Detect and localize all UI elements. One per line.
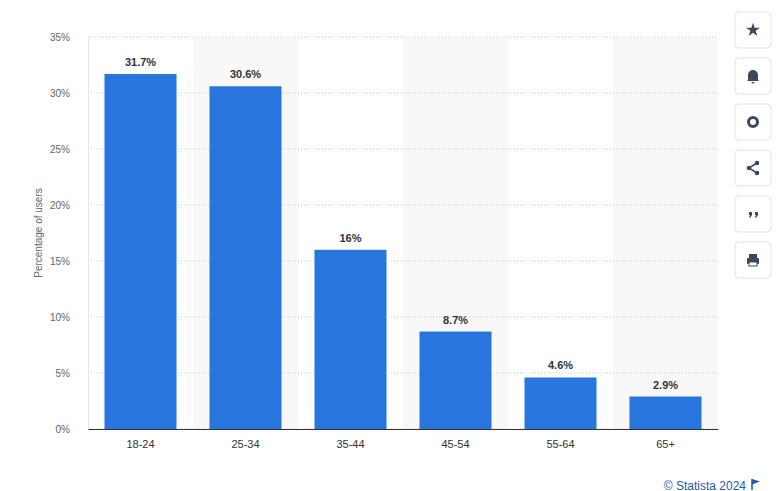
button-frame [735,242,771,278]
bar [314,250,386,429]
toolbar-button[interactable] [735,12,771,48]
quote-icon [755,212,758,218]
toolbar-button[interactable] [735,196,771,232]
x-tick: 65+ [656,429,675,450]
print-icon-paper [749,262,757,266]
data-label: 8.7% [443,314,468,326]
y-tick: 5% [56,368,88,379]
x-tick-label: 25-34 [231,438,259,450]
grid-line [88,149,718,150]
y-tick: 30% [50,88,88,99]
x-tick: 45-54 [441,429,469,450]
quote-icon [749,212,752,218]
bell-icon [747,70,759,83]
x-tick-label: 35-44 [336,438,364,450]
grid-line [88,429,718,430]
x-tick-label: 45-54 [441,438,469,450]
x-axis-line [89,429,719,430]
button-frame [735,58,771,94]
grid-line [88,261,718,262]
y-tick-label: 30% [50,88,70,99]
chart: 31.7% 30.6% 16% 8.7% 4.6% 2.9% 0% 5% 10% 15% 20% 25… [0,0,780,491]
share-dot [755,171,760,176]
y-axis: 0% 5% 10% 15% 20% 25% 30% 35% [50,32,89,435]
gear-icon [749,118,758,127]
column-band [403,37,508,429]
source[interactable]: © Statista 2024 [664,479,747,491]
data-label: 16% [339,232,361,244]
data-label: 31.7% [125,56,156,68]
toolbar [735,12,771,278]
bar [524,377,596,429]
y-axis-line [88,38,89,430]
print-icon-top [749,254,757,258]
button-frame [735,12,771,48]
column-band [193,37,298,429]
column-bands [193,37,718,429]
x-tick: 35-44 [336,429,364,450]
y-tick: 15% [50,256,88,267]
y-tick-label: 20% [50,200,70,211]
toolbar-button[interactable] [735,58,771,94]
y-tick: 25% [50,144,88,155]
star-icon [746,23,760,36]
button-frame [735,150,771,186]
x-tick: 25-34 [231,429,259,450]
grid-line [88,205,718,206]
toolbar-button[interactable] [735,150,771,186]
button-frame [735,196,771,232]
flag-icon[interactable] [752,479,760,490]
y-tick: 10% [50,312,88,323]
grid-line [88,93,718,94]
share-dot [755,161,760,166]
x-tick-label: 55-64 [546,438,574,450]
x-tick: 55-64 [546,429,574,450]
toolbar-button[interactable] [735,104,771,140]
bar [104,74,176,429]
y-tick-label: 25% [50,144,70,155]
data-label: 30.6% [230,68,261,80]
grid-line [88,37,718,38]
data-labels: 31.7% 30.6% 16% 8.7% 4.6% 2.9% [125,56,678,391]
y-tick-label: 0% [56,424,71,435]
x-axis: 18-24 25-34 35-44 45-54 55-64 65+ [89,429,719,450]
y-tick: 20% [50,200,88,211]
x-tick-label: 18-24 [126,438,154,450]
data-label: 4.6% [548,359,573,371]
x-tick: 18-24 [126,429,154,450]
y-tick-label: 10% [50,312,70,323]
bar [209,86,281,429]
bars [104,74,701,429]
button-frame [735,104,771,140]
y-tick: 0% [56,424,88,435]
flag-cloth [752,479,760,485]
y-axis-title: Percentage of users [33,188,44,278]
grid-line [88,317,718,318]
toolbar-button[interactable] [735,242,771,278]
grid-line [88,373,718,374]
x-tick-label: 65+ [656,438,675,450]
column-band [613,37,718,429]
bar [419,332,491,429]
y-tick: 35% [50,32,88,43]
share-dot [747,166,752,171]
grid [88,37,718,429]
bar [629,397,701,429]
y-tick-label: 35% [50,32,70,43]
y-tick-label: 5% [56,368,71,379]
data-label: 2.9% [653,379,678,391]
y-tick-label: 15% [50,256,70,267]
